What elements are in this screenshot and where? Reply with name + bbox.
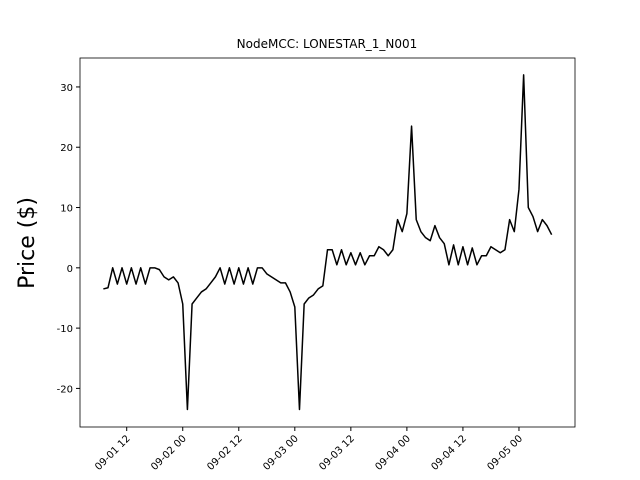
- y-tick-label: -20: [57, 384, 73, 395]
- series-line: [103, 74, 553, 411]
- x-tick-label: 09-02 00: [149, 433, 189, 473]
- x-tick-label: 09-03 12: [317, 433, 357, 473]
- x-tick-label: 09-02 12: [205, 433, 245, 473]
- y-axis-label: Price ($): [15, 197, 40, 289]
- x-tick-label: 09-05 00: [486, 433, 526, 473]
- y-tick-label: 0: [67, 264, 73, 275]
- y-tick-label: 10: [60, 204, 73, 215]
- x-tick-label: 09-03 00: [261, 433, 301, 473]
- x-tick-label: 09-04 12: [429, 433, 469, 473]
- x-tick-label: 09-01 12: [93, 433, 133, 473]
- chart-title: NodeMCC: LONESTAR_1_N001: [237, 37, 418, 51]
- y-tick-label: 30: [60, 83, 73, 94]
- x-tick-label: 09-04 00: [373, 433, 413, 473]
- y-tick-label: -10: [57, 324, 73, 335]
- y-tick-label: 20: [60, 143, 73, 154]
- plot-frame: [79, 57, 576, 428]
